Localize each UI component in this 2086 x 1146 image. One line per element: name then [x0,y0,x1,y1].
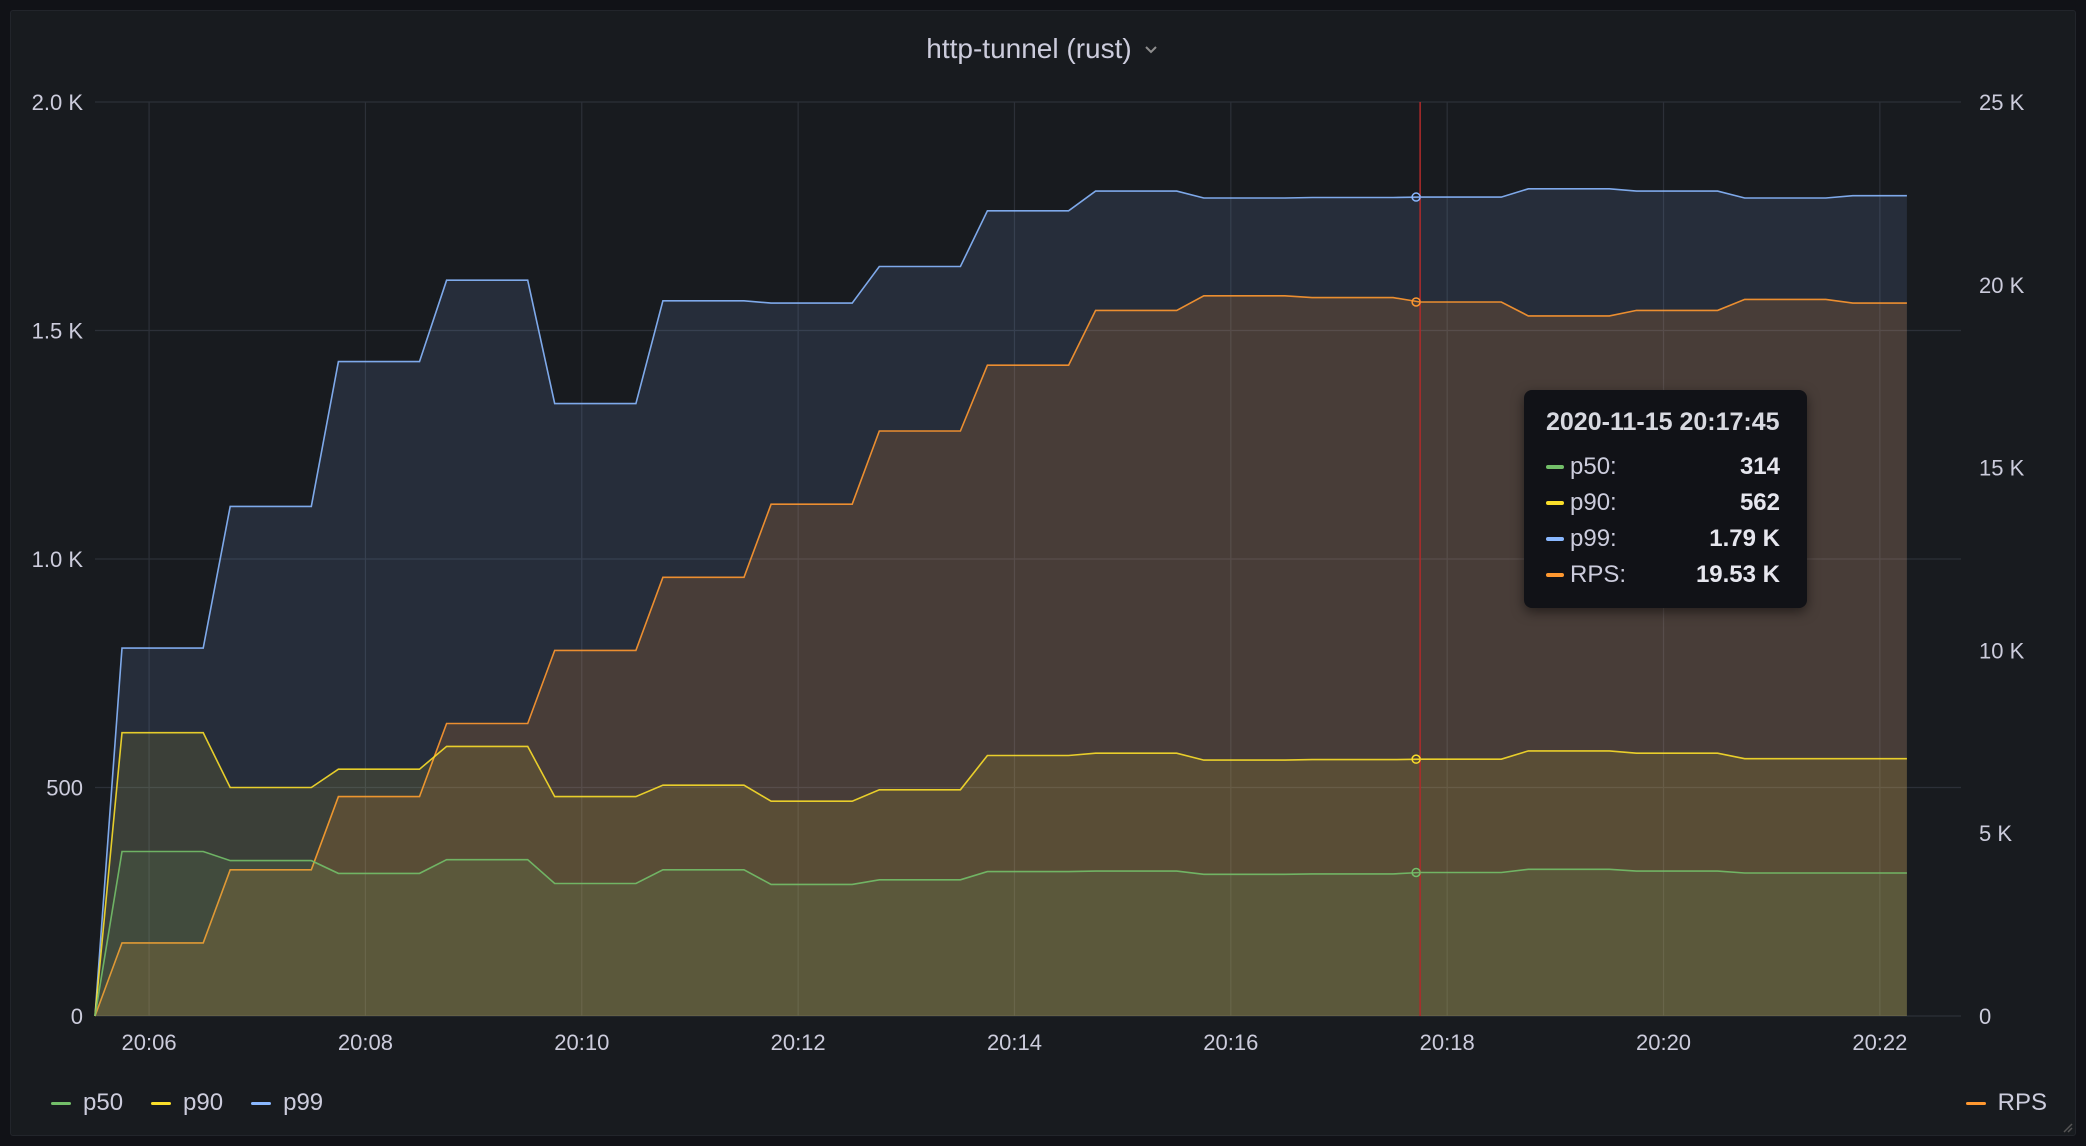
y-left-tick-label: 1.5 K [32,319,84,344]
series-area-rps [95,295,1907,1016]
y-left-tick-label: 500 [46,776,83,801]
cursor-point-p50 [1411,867,1421,878]
panel-title[interactable]: http-tunnel (rust) [11,33,2075,65]
resize-handle-icon[interactable] [2061,1121,2073,1133]
tooltip-series-value: 314 [1739,453,1780,480]
y-left-tick-label: 0 [71,1004,83,1029]
x-tick-label: 20:20 [1636,1030,1691,1055]
tooltip-series-value: 19.53 K [1695,561,1780,588]
series-line-p90 [94,731,1907,1017]
cursor-point-p90 [1411,754,1421,764]
legend-item-p90[interactable]: p90 [151,1089,223,1117]
series-line-p50 [94,850,1907,1017]
tooltip-swatch [1546,573,1564,577]
legend-swatch [151,1101,172,1105]
tooltip-swatch [1546,465,1564,469]
x-tick-label: 20:10 [554,1030,609,1055]
legend-swatch [251,1101,272,1105]
legend-swatch [1965,1101,1986,1105]
legend-left: p50 p90 p99 [51,1089,323,1117]
tooltip-series-label: RPS: [1570,561,1627,588]
panel-title-text: http-tunnel (rust) [926,33,1132,64]
y-left-tick-label: 2.0 K [32,90,84,115]
y-right-tick-label: 15 K [1979,456,2025,481]
y-right-tick-label: 25 K [1979,90,2025,115]
tooltip-series-label: p90: [1570,489,1617,516]
legend-label: p50 [83,1089,124,1116]
legend-item-p99[interactable]: p99 [251,1089,323,1117]
series-area-p99 [95,188,1907,1017]
tooltip-row: p90: 562 [1546,485,1785,521]
legend-item-p50[interactable]: p50 [51,1089,123,1117]
x-tick-label: 20:08 [338,1030,393,1055]
x-tick-label: 20:16 [1203,1030,1258,1055]
tooltip-swatch [1546,501,1564,505]
y-right-tick-label: 5 K [1979,821,2012,846]
chevron-down-icon[interactable] [1142,40,1160,58]
x-tick-label: 20:18 [1420,1030,1475,1055]
legend-item-rps[interactable]: RPS [1965,1089,2047,1117]
tooltip-row: p50: 314 [1546,449,1785,485]
tooltip-row: RPS: 19.53 K [1546,557,1785,593]
y-left-tick-label: 1.0 K [32,547,84,572]
legend-right: RPS [1965,1089,2047,1117]
series-line-p99 [94,188,1907,1017]
x-tick-label: 20:12 [771,1030,826,1055]
tooltip-series-value: 1.79 K [1709,525,1780,552]
graph-panel: http-tunnel (rust) 0 500 1.0 K 1.5 K 2.0 K 0 5… [10,10,2076,1136]
legend-label: RPS [1997,1089,2047,1116]
series-area-p90 [95,732,1907,1016]
y-right-tick-label: 10 K [1979,638,2025,663]
tooltip-swatch [1546,537,1564,541]
tooltip-row: p99: 1.79 K [1546,521,1785,557]
hover-tooltip: 2020-11-15 20:17:45 p50: 314 p90: 562 p99: 1.… [1524,390,1807,608]
legend-swatch [51,1101,71,1105]
y-right-tick-label: 0 [1979,1004,1991,1029]
legend-label: p90 [183,1089,224,1116]
legend-label: p99 [283,1089,324,1116]
cursor-point-rps [1411,297,1421,307]
tooltip-series-label: p99: [1570,525,1617,552]
x-tick-label: 20:14 [987,1030,1042,1055]
tooltip-time: 2020-11-15 20:17:45 [1546,408,1780,436]
chart-canvas[interactable]: 0 500 1.0 K 1.5 K 2.0 K 0 5 K 10 K 15 K 20 K 25 K 2… [11,11,2075,1135]
tooltip-series-label: p50: [1570,453,1617,480]
series-area-p50 [95,851,1907,1016]
y-right-tick-label: 20 K [1979,273,2025,298]
x-tick-label: 20:22 [1852,1030,1907,1055]
x-tick-label: 20:06 [122,1030,177,1055]
cursor-point-p99 [1411,192,1421,202]
tooltip-series-value: 562 [1739,489,1780,516]
series-line-rps [94,295,1907,1017]
